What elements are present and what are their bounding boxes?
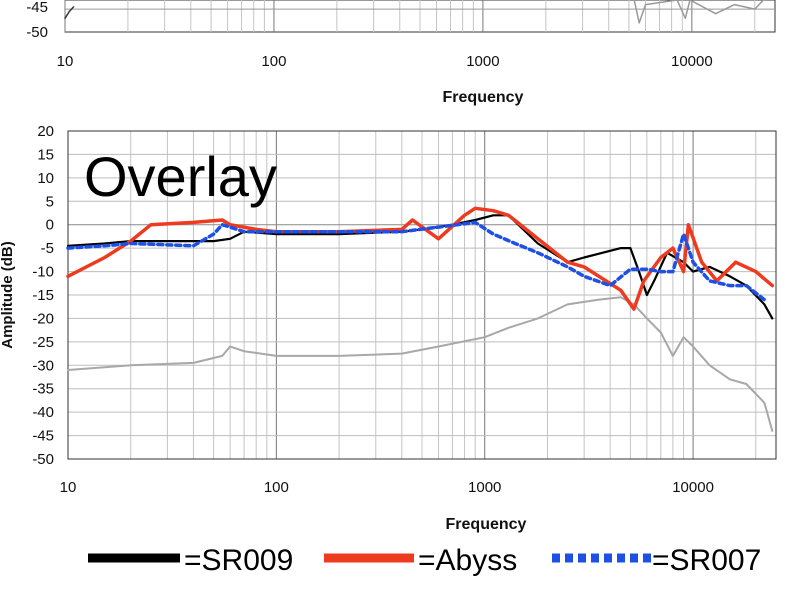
overlay-x-ticks: 10 100 1000 10000 xyxy=(60,479,714,496)
legend: =SR009 =Abyss =SR007 xyxy=(88,544,761,577)
y-tick-label: -50 xyxy=(32,451,54,468)
series-line-top-residual-black xyxy=(64,6,75,20)
top-grid xyxy=(64,0,775,32)
y-tick-label: -15 xyxy=(32,287,54,304)
overlay-plot-border xyxy=(67,130,777,460)
y-tick-label: 20 xyxy=(37,123,54,140)
x-tick-label: 100 xyxy=(264,479,289,496)
y-tick-label: -40 xyxy=(32,404,54,421)
legend-label-abyss: =Abyss xyxy=(418,544,517,577)
top-x-axis-label: Frequency xyxy=(443,89,524,106)
top-y-tick-label: -45 xyxy=(26,0,48,16)
overlay-y-ticks: 20 15 10 5 0 -5 -10 -15 -20 -25 -30 -35 -40 -45 -50 xyxy=(32,123,54,468)
series-line-sr007 xyxy=(66,220,767,302)
x-tick-label: 1000 xyxy=(468,479,501,496)
y-tick-label: -5 xyxy=(41,240,54,257)
top-series xyxy=(64,0,765,24)
y-tick-label: -45 xyxy=(32,428,54,445)
legend-label-sr007: =SR007 xyxy=(652,544,761,577)
overlay-series xyxy=(66,206,775,432)
top-x-tick-label: 100 xyxy=(261,53,286,70)
y-tick-label: 0 xyxy=(46,217,54,234)
top-x-tick-label: 1000 xyxy=(466,53,499,70)
y-tick-label: -30 xyxy=(32,357,54,374)
top-x-tick-label: 10000 xyxy=(671,53,713,70)
x-tick-label: 10 xyxy=(60,479,77,496)
chart-title: Overlay xyxy=(84,145,277,208)
top-y-tick-label: -50 xyxy=(26,24,48,41)
top-x-ticks: 10 100 1000 10000 xyxy=(57,53,713,70)
overlay-chart: 20 15 10 5 0 -5 -10 -15 -20 -25 -30 -35 -40 -45 -50 10… xyxy=(0,123,777,533)
y-tick-label: 5 xyxy=(46,193,54,210)
top-chart: -45 -50 10 100 1000 10000 Frequency xyxy=(26,0,776,106)
x-tick-label: 10000 xyxy=(672,479,714,496)
top-x-tick-label: 10 xyxy=(57,53,74,70)
series-line-abyss xyxy=(66,206,775,311)
x-axis-label: Frequency xyxy=(446,516,527,533)
legend-label-sr009: =SR009 xyxy=(184,544,293,577)
y-tick-label: 15 xyxy=(37,146,54,163)
y-tick-label: -10 xyxy=(32,264,54,281)
y-axis-label: Amplitude (dB) xyxy=(0,241,16,348)
y-tick-label: -20 xyxy=(32,310,54,327)
series-line-sr009 xyxy=(66,214,774,320)
series-line-gray-group xyxy=(67,296,774,432)
y-tick-label: -25 xyxy=(32,334,54,351)
y-tick-label: 10 xyxy=(37,170,54,187)
series-line-top-gray-bundle xyxy=(633,0,765,24)
y-tick-label: -35 xyxy=(32,381,54,398)
